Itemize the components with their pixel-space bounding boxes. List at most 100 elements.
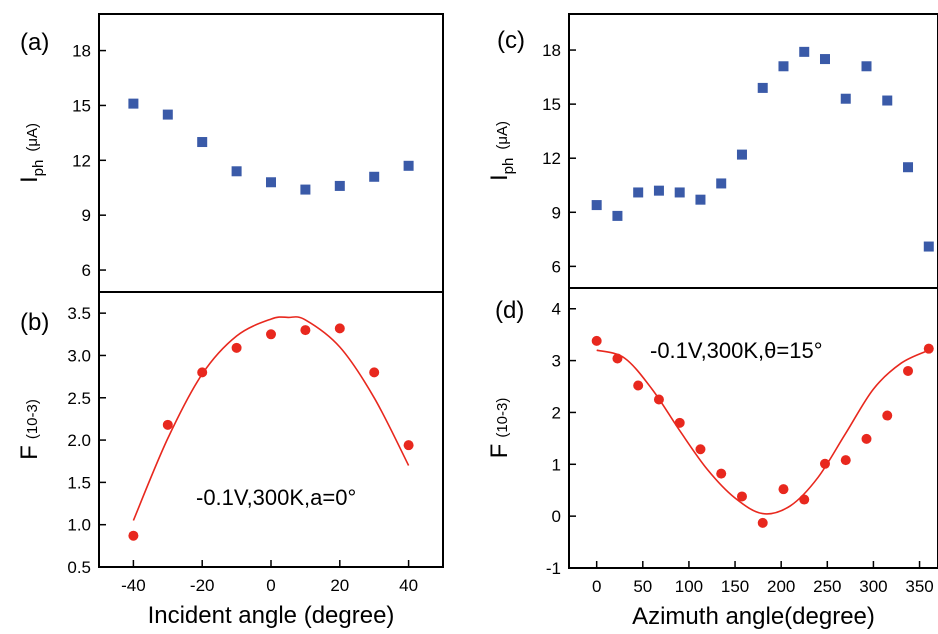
data-point [882, 410, 893, 421]
panel-c: 6 9 12 15 18 (c) Iph (μA) [486, 13, 938, 289]
data-point [903, 162, 914, 173]
y-tick-label: 2 [552, 403, 561, 422]
x-tick-label: 50 [633, 577, 652, 596]
panel-letter: (b) [20, 309, 49, 336]
data-point [757, 82, 768, 93]
data-point [799, 494, 810, 505]
y-axis-label-unit: (μA) [24, 123, 41, 152]
data-point [334, 180, 345, 191]
y-tick-label: 18 [542, 41, 561, 60]
data-point [300, 325, 311, 336]
y-tick-label: 0 [552, 507, 561, 526]
data-point [840, 93, 851, 104]
y-axis-label: Iph (μA) [16, 123, 47, 183]
y-tick-label: 4 [552, 300, 561, 319]
y-tick-label: 3 [552, 352, 561, 371]
data-point [695, 444, 706, 455]
y-axis-label-unit: (10-3) [494, 398, 511, 438]
data-point [736, 149, 747, 160]
plot-frame [568, 13, 938, 289]
data-point [231, 342, 242, 353]
data-point [861, 61, 872, 72]
annotation-text: -0.1V,300K,a=0° [196, 485, 356, 510]
panel-letter: (a) [20, 29, 49, 56]
data-point [840, 455, 851, 466]
y-tick-label: 1.5 [67, 473, 91, 492]
panel-letter: (d) [495, 297, 524, 324]
y-tick-label: 3.5 [67, 304, 91, 323]
panel-letter: (c) [497, 27, 525, 54]
data-point [674, 187, 685, 198]
data-point [266, 329, 276, 340]
y-tick-label: 6 [552, 257, 561, 276]
panel-d: -1 0 1 2 3 4 0 50 100 150 200 250 300 350 (d) F (10-3) Az… [486, 287, 938, 630]
y-axis-label-main: I [16, 176, 43, 183]
data-point [231, 166, 242, 177]
x-tick-label: -40 [121, 576, 146, 595]
y-tick-label: 0.5 [67, 558, 91, 577]
y-axis-label-main: I [486, 174, 513, 181]
data-point [923, 241, 934, 252]
x-axis-label: Incident angle (degree) [148, 602, 395, 629]
y-tick-label: 9 [552, 203, 561, 222]
data-point [128, 98, 139, 109]
y-tick-label: 12 [542, 149, 561, 168]
y-axis-label-main: F [486, 444, 513, 459]
y-tick-label: 2.0 [67, 431, 91, 450]
x-tick-label: -20 [190, 576, 215, 595]
data-point [778, 484, 789, 495]
data-point [695, 194, 706, 205]
y-axis-label: Iph (μA) [486, 121, 517, 181]
y-tick-label: 1.0 [67, 516, 91, 535]
data-point [716, 178, 727, 189]
data-point [162, 109, 173, 120]
x-tick-label: 100 [675, 577, 703, 596]
data-point [128, 530, 139, 541]
data-point [903, 365, 914, 376]
x-tick-label: 40 [399, 576, 418, 595]
x-tick-label: 0 [266, 576, 275, 595]
y-axis-label-sub: ph [30, 160, 47, 177]
data-point [778, 61, 789, 72]
data-point [819, 54, 830, 65]
x-tick-label: 250 [813, 577, 841, 596]
y-axis-label-sub: ph [500, 158, 517, 175]
data-point [923, 343, 934, 354]
x-tick-label: 350 [905, 577, 933, 596]
data-point [882, 95, 893, 106]
data-point [716, 468, 727, 479]
y-tick-label: 2.5 [67, 389, 91, 408]
data-point [674, 417, 685, 428]
panel-b: 0.5 1.0 1.5 2.0 2.5 3.0 3.5 -40 -20 0 20 40 (b) F (10-… [16, 291, 444, 629]
data-point [334, 323, 345, 334]
data-point [197, 137, 208, 148]
y-tick-label: 1 [552, 455, 561, 474]
y-axis-label-unit: (μA) [494, 121, 511, 150]
data-point [369, 367, 380, 378]
data-point [266, 177, 276, 188]
data-point [799, 46, 810, 57]
x-tick-label: 20 [330, 576, 349, 595]
x-tick-label: 300 [859, 577, 887, 596]
data-point [736, 491, 747, 502]
y-tick-label: -1 [546, 559, 561, 578]
data-point [591, 200, 602, 211]
y-axis-label: F (10-3) [16, 399, 43, 460]
data-point [653, 394, 664, 405]
data-point [369, 171, 380, 182]
data-point [403, 160, 414, 171]
data-point [612, 353, 623, 364]
y-tick-label: 15 [542, 95, 561, 114]
y-axis-label-main: F [16, 445, 43, 460]
fit-curve [596, 349, 930, 515]
data-point [861, 433, 872, 444]
x-tick-label: 150 [721, 577, 749, 596]
y-tick-label: 18 [72, 42, 91, 61]
data-point [633, 380, 644, 391]
data-point [757, 517, 768, 528]
y-tick-label: 3.0 [67, 346, 91, 365]
plot-frame [568, 287, 938, 569]
data-point [653, 185, 664, 196]
x-tick-label: 200 [767, 577, 795, 596]
